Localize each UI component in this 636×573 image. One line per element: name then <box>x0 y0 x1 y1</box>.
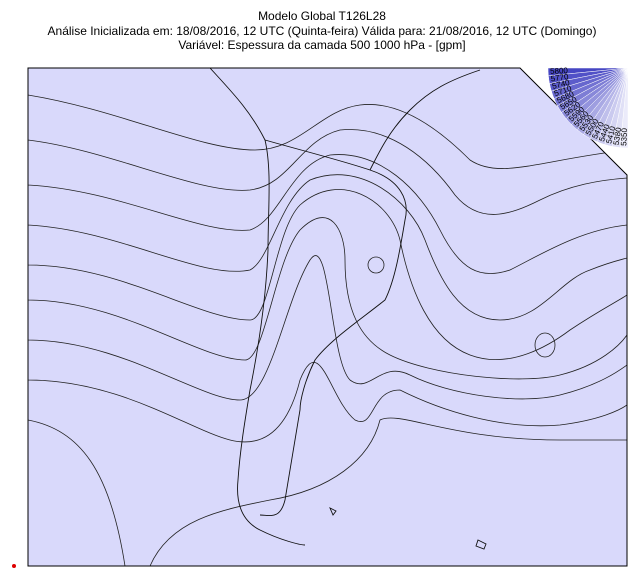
map-background <box>28 68 627 566</box>
legend: 5800577057405710568056505620559055605530… <box>547 66 629 149</box>
legend-label: 5380 <box>612 126 624 145</box>
closed-contour <box>367 256 385 274</box>
variable: Variável: Espessura da camada 500 1000 h… <box>178 38 465 52</box>
legend-label: 5800 <box>550 66 569 76</box>
band <box>28 68 627 274</box>
marker <box>12 564 16 568</box>
title: Modelo Global T126L28 <box>258 9 386 23</box>
subtitle: Análise Inicializada em: 18/08/2016, 12 … <box>48 24 597 38</box>
legend-label: 5350 <box>619 127 629 146</box>
closed-contour <box>534 332 556 358</box>
band <box>28 68 627 380</box>
map-frame <box>27 67 628 567</box>
legend-wedge <box>619 67 629 149</box>
band <box>28 68 627 169</box>
map-area <box>28 68 627 566</box>
legend-label: 5770 <box>550 72 569 84</box>
coastline <box>209 68 481 546</box>
band <box>28 68 627 566</box>
band <box>28 68 627 321</box>
band <box>28 68 627 443</box>
island <box>329 507 487 550</box>
band <box>28 68 627 401</box>
band <box>28 68 627 360</box>
